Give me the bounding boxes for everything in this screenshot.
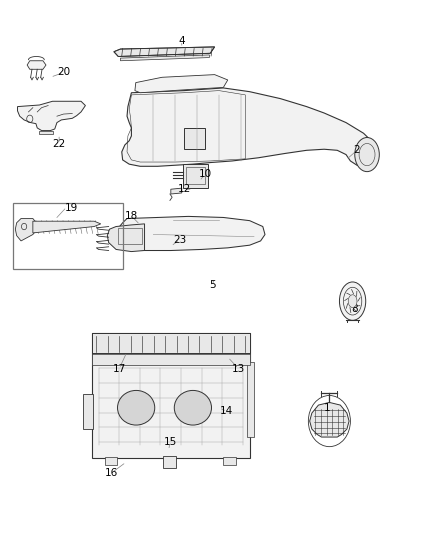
Ellipse shape: [339, 282, 366, 320]
Ellipse shape: [348, 295, 357, 308]
Text: 12: 12: [177, 184, 191, 194]
Text: 18: 18: [125, 211, 138, 221]
Bar: [223, 457, 236, 465]
Text: 19: 19: [65, 203, 78, 213]
Ellipse shape: [355, 138, 379, 172]
Polygon shape: [183, 164, 208, 188]
Ellipse shape: [174, 390, 212, 425]
Ellipse shape: [117, 390, 155, 425]
Polygon shape: [184, 128, 205, 149]
Bar: [92, 333, 250, 353]
Bar: [105, 457, 117, 465]
Text: 23: 23: [173, 235, 186, 245]
Bar: [163, 456, 176, 468]
Text: 17: 17: [113, 364, 126, 374]
Polygon shape: [39, 131, 53, 134]
Bar: [13, 203, 123, 269]
Text: 14: 14: [220, 407, 233, 416]
Polygon shape: [171, 188, 182, 194]
Polygon shape: [310, 402, 349, 437]
Polygon shape: [116, 216, 265, 251]
Bar: [83, 394, 93, 429]
Bar: [92, 333, 250, 458]
Polygon shape: [33, 221, 101, 233]
Text: 10: 10: [198, 169, 212, 179]
Polygon shape: [107, 224, 145, 252]
Text: 15: 15: [163, 438, 177, 447]
Text: 20: 20: [57, 68, 70, 77]
Polygon shape: [18, 101, 85, 131]
Polygon shape: [247, 362, 254, 437]
Polygon shape: [27, 61, 46, 69]
Bar: [92, 354, 250, 365]
Text: 16: 16: [105, 468, 118, 478]
Text: 22: 22: [53, 139, 66, 149]
Polygon shape: [120, 55, 209, 61]
Text: 1: 1: [324, 403, 331, 413]
Polygon shape: [122, 88, 377, 166]
Polygon shape: [114, 47, 215, 56]
Polygon shape: [15, 219, 37, 241]
Text: 13: 13: [232, 364, 245, 374]
Polygon shape: [135, 75, 228, 93]
Text: 5: 5: [209, 280, 216, 290]
Text: 4: 4: [178, 36, 185, 45]
Text: 2: 2: [353, 146, 360, 155]
Text: 8: 8: [351, 304, 358, 314]
